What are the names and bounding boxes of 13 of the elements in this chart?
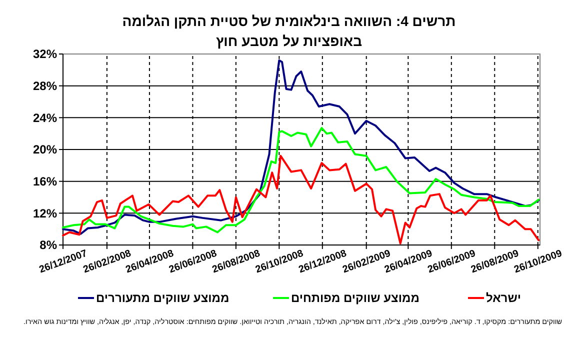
y-tick-label: 20%	[32, 142, 58, 157]
y-tick-label: 32%	[32, 47, 58, 62]
line-series	[62, 127, 540, 234]
y-tick-label: 8%	[40, 238, 58, 252]
y-tick-label: 12%	[32, 206, 58, 220]
legend-label: ממוצע שווקים מפותחים	[291, 291, 420, 306]
y-tick-label: 28%	[32, 79, 58, 94]
legend-label: ממוצע שווקים מתעוררים	[96, 291, 230, 306]
y-tick-label: 16%	[32, 174, 58, 189]
line-series	[62, 59, 540, 235]
y-tick-label: 24%	[32, 110, 58, 125]
chart-title: תרשים 4: השוואה בינלאומית של סטיית התקן הגלומה באופציות על מטבע חוץ	[122, 13, 456, 49]
legend-label: ישראל	[486, 291, 522, 306]
